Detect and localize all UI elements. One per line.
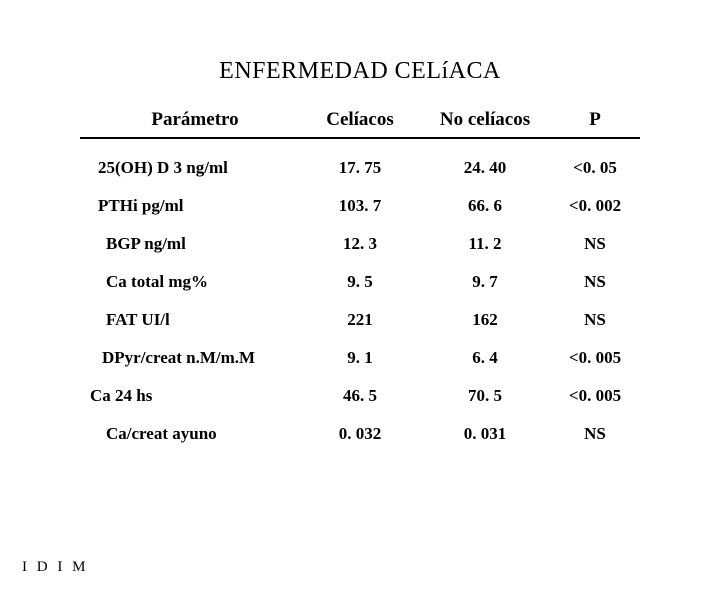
table-body: 25(OH) D 3 ng/ml17. 7524. 40<0. 05PTHi p… — [80, 149, 640, 453]
cell-p: <0. 002 — [550, 196, 640, 216]
table-row: Ca/creat ayuno0. 0320. 031NS — [80, 415, 640, 453]
page-title: ENFERMEDAD CELíACA — [0, 58, 720, 85]
footer-label: I D I M — [22, 559, 88, 576]
cell-p: NS — [550, 310, 640, 330]
cell-param: PTHi pg/ml — [80, 196, 300, 216]
cell-celiacos: 46. 5 — [300, 386, 420, 406]
header-p: P — [550, 109, 640, 131]
table-row: Ca 24 hs46. 570. 5<0. 005 — [80, 377, 640, 415]
cell-p: <0. 005 — [550, 348, 640, 368]
table-row: Ca total mg%9. 59. 7NS — [80, 263, 640, 301]
cell-p: NS — [550, 424, 640, 444]
cell-param: Ca/creat ayuno — [80, 424, 300, 444]
table-row: BGP ng/ml12. 311. 2NS — [80, 225, 640, 263]
cell-param: FAT UI/l — [80, 310, 300, 330]
cell-param: BGP ng/ml — [80, 234, 300, 254]
cell-no-celiacos: 162 — [420, 310, 550, 330]
cell-param: 25(OH) D 3 ng/ml — [80, 158, 300, 178]
table-row: PTHi pg/ml103. 766. 6<0. 002 — [80, 187, 640, 225]
header-celiacos: Celíacos — [300, 109, 420, 131]
cell-celiacos: 17. 75 — [300, 158, 420, 178]
cell-p: <0. 005 — [550, 386, 640, 406]
parameters-table: Parámetro Celíacos No celíacos P 25(OH) … — [80, 109, 640, 453]
header-no-celiacos: No celíacos — [420, 109, 550, 131]
cell-no-celiacos: 9. 7 — [420, 272, 550, 292]
cell-no-celiacos: 70. 5 — [420, 386, 550, 406]
cell-celiacos: 0. 032 — [300, 424, 420, 444]
cell-no-celiacos: 6. 4 — [420, 348, 550, 368]
cell-p: <0. 05 — [550, 158, 640, 178]
cell-celiacos: 12. 3 — [300, 234, 420, 254]
cell-param: Ca total mg% — [80, 272, 300, 292]
table-header-row: Parámetro Celíacos No celíacos P — [80, 109, 640, 139]
cell-p: NS — [550, 272, 640, 292]
cell-no-celiacos: 11. 2 — [420, 234, 550, 254]
cell-p: NS — [550, 234, 640, 254]
header-param: Parámetro — [80, 109, 300, 131]
cell-celiacos: 103. 7 — [300, 196, 420, 216]
cell-no-celiacos: 0. 031 — [420, 424, 550, 444]
cell-celiacos: 9. 1 — [300, 348, 420, 368]
cell-no-celiacos: 66. 6 — [420, 196, 550, 216]
cell-param: Ca 24 hs — [80, 386, 300, 406]
cell-no-celiacos: 24. 40 — [420, 158, 550, 178]
table-row: DPyr/creat n.M/m.M9. 16. 4<0. 005 — [80, 339, 640, 377]
table-row: 25(OH) D 3 ng/ml17. 7524. 40<0. 05 — [80, 149, 640, 187]
cell-param: DPyr/creat n.M/m.M — [80, 348, 300, 368]
cell-celiacos: 221 — [300, 310, 420, 330]
table-row: FAT UI/l221162NS — [80, 301, 640, 339]
cell-celiacos: 9. 5 — [300, 272, 420, 292]
